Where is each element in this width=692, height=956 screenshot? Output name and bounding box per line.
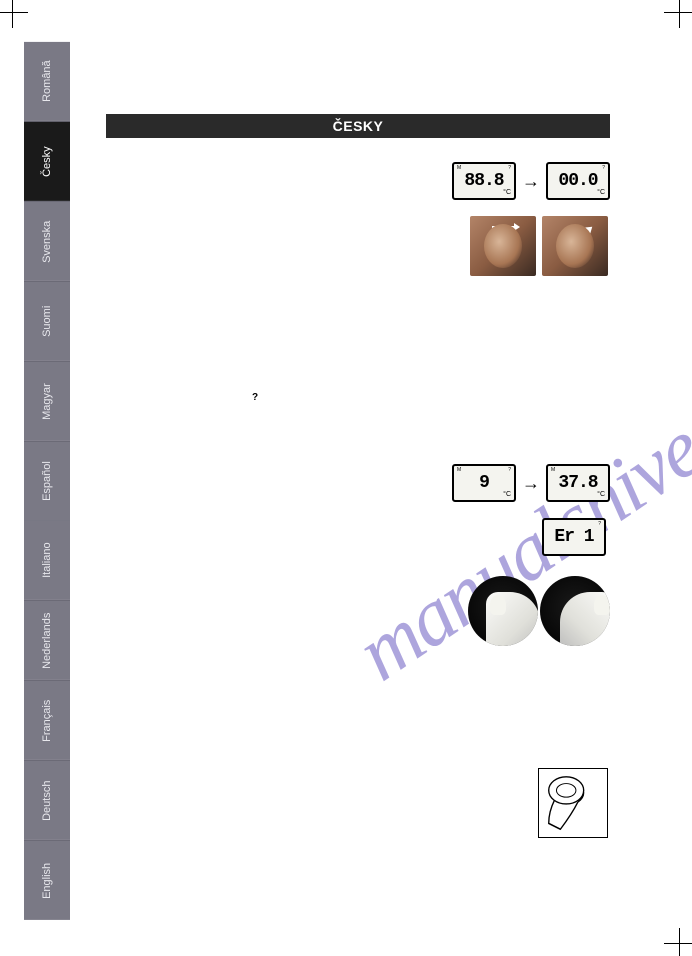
lang-tab-espanol[interactable]: Español [24, 441, 70, 521]
lcd-mem-icon: M [457, 165, 461, 171]
lang-tab-svenska[interactable]: Svenska [24, 201, 70, 281]
lcd-unit: °C [503, 491, 511, 498]
lcd-display: ? Er 1 [542, 518, 606, 556]
crop-mark [664, 12, 692, 13]
lcd-display: M ? 9 °C [452, 464, 516, 502]
lang-tab-suomi[interactable]: Suomi [24, 281, 70, 361]
lcd-value: 9 [479, 473, 489, 493]
probe-diagram [538, 768, 608, 838]
lang-tab-english[interactable]: English [24, 840, 70, 920]
lcd-display: M 37.8 °C [546, 464, 610, 502]
lcd-sound-icon: ? [508, 165, 511, 171]
ear-photo-1 [470, 216, 536, 276]
lcd-display: M ? 88.8 °C [452, 162, 516, 200]
probe-illustrations [468, 576, 610, 646]
lcd-display: ? 00.0 °C [546, 162, 610, 200]
lcd-sequence-1: M ? 88.8 °C → ? 00.0 °C [452, 162, 610, 200]
lcd-unit: °C [503, 189, 511, 196]
probe-photo-2 [540, 576, 610, 646]
lcd-mem-icon: M [551, 467, 555, 473]
lcd-sequence-2: M ? 9 °C → M 37.8 °C [452, 464, 610, 502]
arrow-icon [570, 229, 590, 246]
lang-tab-francais[interactable]: Français [24, 680, 70, 760]
lang-tab-cesky[interactable]: Česky [24, 121, 70, 201]
lang-tab-romana[interactable]: Română [24, 42, 70, 121]
arrow-icon [492, 226, 516, 228]
language-sidebar: English Deutsch Français Nederlands Ital… [24, 42, 70, 920]
arrow-right-icon: → [522, 171, 540, 192]
lcd-mem-icon: M [457, 467, 461, 473]
instruction-photos [470, 216, 608, 276]
ear-photo-2 [542, 216, 608, 276]
lcd-value: 88.8 [464, 171, 503, 191]
lang-tab-magyar[interactable]: Magyar [24, 361, 70, 441]
lcd-unit: °C [597, 491, 605, 498]
lang-tab-nederlands[interactable]: Nederlands [24, 600, 70, 680]
crop-mark [679, 0, 680, 28]
lcd-value: Er 1 [554, 527, 593, 547]
lcd-value: 00.0 [558, 171, 597, 191]
page-content: ČESKY manualshive.com M ? 88.8 °C → ? 00… [70, 42, 670, 920]
lang-tab-deutsch[interactable]: Deutsch [24, 760, 70, 840]
probe-photo-1 [468, 576, 538, 646]
lcd-sound-icon: ? [602, 165, 605, 171]
crop-mark [664, 943, 692, 944]
lcd-sound-icon: ? [508, 467, 511, 473]
lcd-sound-icon: ? [598, 521, 601, 527]
crop-mark [0, 12, 28, 13]
crop-mark [679, 928, 680, 956]
crop-mark [12, 0, 13, 28]
question-mark-icon: ? [252, 392, 258, 403]
lang-tab-italiano[interactable]: Italiano [24, 520, 70, 600]
arrow-right-icon: → [522, 473, 540, 494]
lcd-value: 37.8 [558, 473, 597, 493]
page-title: ČESKY [106, 114, 610, 138]
lcd-unit: °C [597, 189, 605, 196]
lcd-error: ? Er 1 [542, 518, 606, 556]
